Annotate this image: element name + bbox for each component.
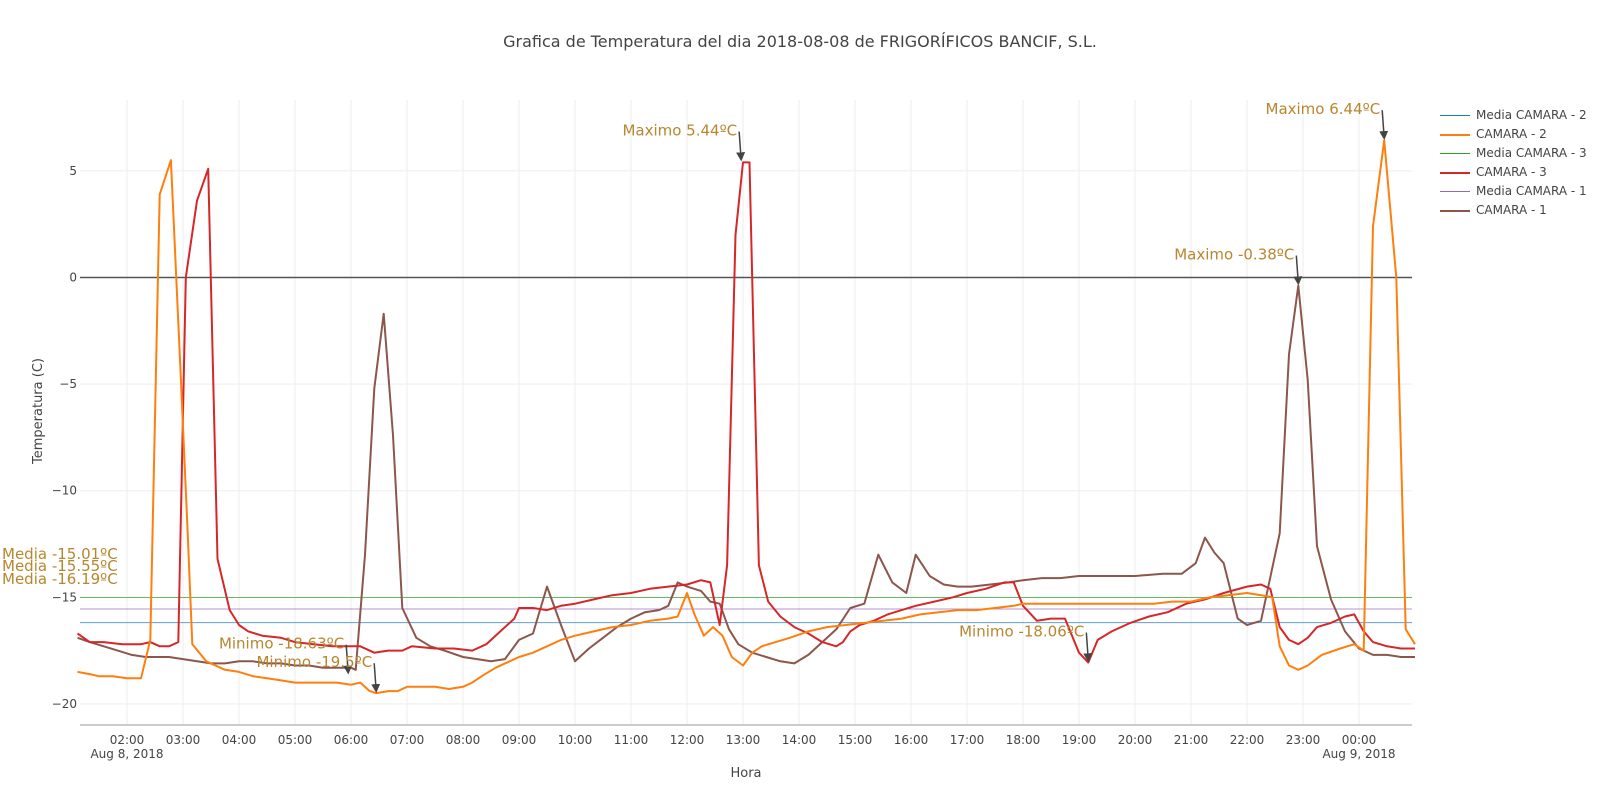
x-tick-label: 13:00 [726,733,761,747]
average-lines [80,597,1412,624]
annotation-label: Maximo 6.44ºC [1266,100,1381,118]
y-tick-label: −20 [52,697,77,711]
series-line [77,139,1416,695]
legend-label: Media CAMARA - 1 [1476,184,1587,198]
legend-item-media-camara-1[interactable]: Media CAMARA - 1 [1440,182,1598,201]
x-tick-label: 14:00 [782,733,817,747]
legend-item-media-camara-2[interactable]: Media CAMARA - 2 [1440,106,1598,125]
x-date-label: Aug 9, 2018 [1322,747,1395,761]
x-axis-title: Hora [730,766,761,781]
x-tick-label: 12:00 [670,733,705,747]
x-tick-label: 07:00 [390,733,425,747]
x-tick-label: 20:00 [1118,733,1153,747]
x-tick-label: 11:00 [614,733,649,747]
legend-label: Media CAMARA - 2 [1476,108,1587,122]
legend-item-media-camara-3[interactable]: Media CAMARA - 3 [1440,144,1598,163]
annotation-label: Media -15.01ºC [2,545,118,563]
x-tick-label: 06:00 [334,733,369,747]
axes: 02:00 03:00 04:00 05:00 06:00 07:00 08:00 09:00… [52,164,1412,761]
x-tick-label: 15:00 [838,733,873,747]
legend-label: Media CAMARA - 3 [1476,146,1587,160]
x-tick-label: 19:00 [1062,733,1097,747]
x-tick-label: 10:00 [558,733,593,747]
x-tick-label: 09:00 [502,733,537,747]
annotation-arrow [736,131,746,162]
annotations: Maximo 5.44ºC Maximo 6.44ºC Maximo -0.38ºC… [2,100,1389,694]
annotation-label: Maximo 5.44ºC [622,122,737,140]
legend-swatch [1440,191,1470,192]
x-tick-label: 03:00 [166,733,201,747]
chart-title: Grafica de Temperatura del dia 2018-08-0… [503,32,1097,51]
legend-swatch [1440,134,1470,136]
legend-swatch [1440,153,1470,154]
grid-lines [80,100,1412,725]
x-tick-label: 04:00 [222,733,257,747]
legend-label: CAMARA - 1 [1476,203,1547,217]
legend[interactable]: Media CAMARA - 2 CAMARA - 2 Media CAMARA… [1440,106,1598,220]
y-tick-label: 0 [69,271,77,285]
annotation-arrow [1293,255,1303,286]
legend-swatch [1440,172,1470,174]
legend-swatch [1440,210,1470,212]
x-date-label: Aug 8, 2018 [90,747,163,761]
legend-item-camara-2[interactable]: CAMARA - 2 [1440,125,1598,144]
x-tick-label: 16:00 [894,733,929,747]
x-tick-label: 00:00 [1342,733,1377,747]
annotation-label: Minimo -18.06ºC [959,623,1084,641]
annotation-arrow [1379,110,1389,140]
x-tick-label: 08:00 [446,733,481,747]
x-tick-label: 05:00 [278,733,313,747]
legend-label: CAMARA - 2 [1476,127,1547,141]
x-tick-label: 17:00 [950,733,985,747]
annotation-arrow [1083,632,1093,663]
annotation-arrow [343,644,353,675]
y-tick-label: −5 [59,377,77,391]
x-tick-label: 21:00 [1174,733,1209,747]
y-tick-label: 5 [69,164,77,178]
y-tick-label: −10 [52,484,77,498]
annotation-label: Media -16.19ºC [2,570,118,588]
x-tick-label: 23:00 [1286,733,1321,747]
annotation-label: Media -15.55ºC [2,557,118,575]
annotation-arrow [371,663,381,694]
x-tick-label: 18:00 [1006,733,1041,747]
legend-item-camara-3[interactable]: CAMARA - 3 [1440,163,1598,182]
annotation-label: Minimo -19.5ºC [256,653,372,671]
annotation-label: Maximo -0.38ºC [1174,246,1294,264]
legend-label: CAMARA - 3 [1476,165,1547,179]
x-tick-label: 22:00 [1230,733,1265,747]
series-lines [76,139,1416,695]
annotation-label: Minimo -18.63ºC [219,635,344,653]
legend-swatch [1440,115,1470,116]
series-line [77,284,1415,671]
x-tick-label: 02:00 [110,733,145,747]
y-axis-title: Temperatura (C) [31,358,46,465]
series-line [76,161,1415,664]
legend-item-camara-1[interactable]: CAMARA - 1 [1440,201,1598,220]
y-tick-label: −15 [52,590,77,604]
